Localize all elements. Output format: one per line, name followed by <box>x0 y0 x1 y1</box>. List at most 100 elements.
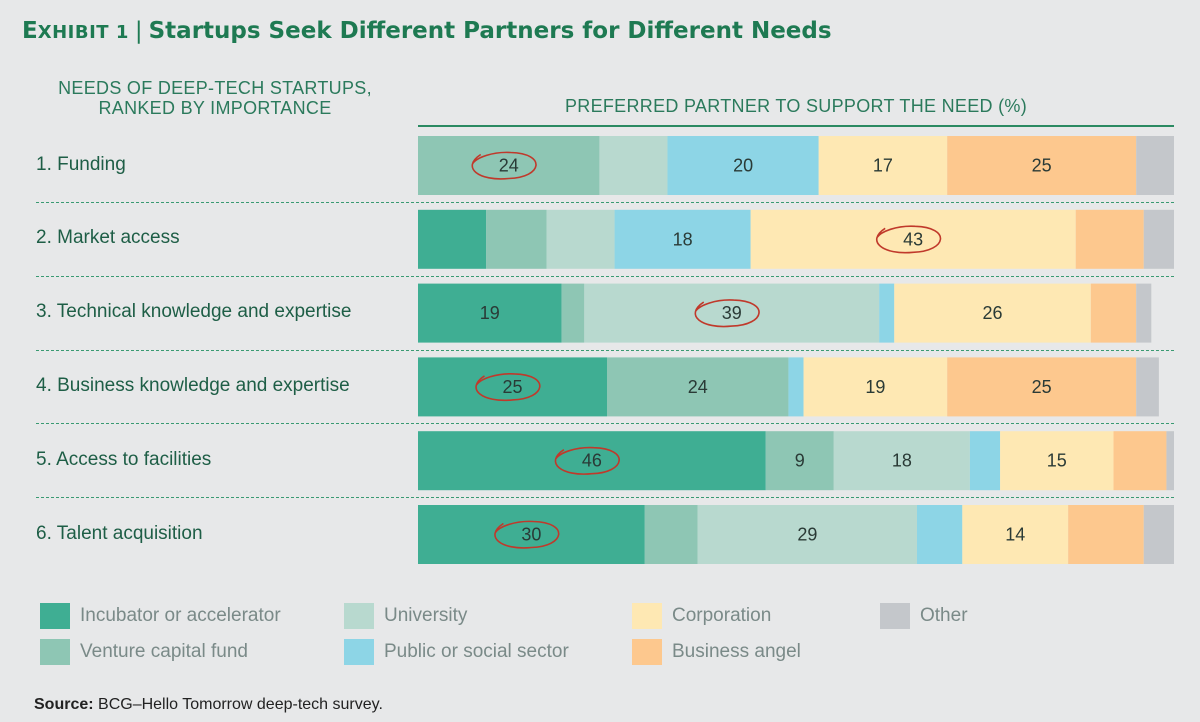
need-label: 3. Technical knowledge and expertise <box>36 301 352 323</box>
legend-swatch <box>632 639 662 665</box>
data-label: 39 <box>722 303 742 323</box>
data-label: 25 <box>1032 156 1052 176</box>
data-label: 20 <box>733 156 753 176</box>
bar-segment <box>947 357 1137 417</box>
data-label: 18 <box>673 229 693 249</box>
bar-segment <box>969 431 1001 491</box>
legend-swatch <box>40 639 70 665</box>
title-separator: | <box>134 18 143 44</box>
highlight-circle <box>876 225 942 254</box>
bar-segment <box>750 209 1076 269</box>
data-label: 30 <box>521 525 541 545</box>
bar-segment <box>916 505 963 564</box>
exhibit-number: XHIBIT 1 <box>37 22 129 43</box>
bar-segment <box>1136 283 1152 343</box>
data-label: 46 <box>582 451 602 471</box>
bar-segment <box>1068 505 1144 564</box>
needs-header: NEEDS OF DEEP-TECH STARTUPS, RANKED BY I… <box>30 78 400 118</box>
source-note: Source: BCG–Hello Tomorrow deep-tech sur… <box>34 696 383 714</box>
data-label: 43 <box>903 229 923 249</box>
bar-segment <box>962 505 1069 564</box>
data-label: 24 <box>499 156 519 176</box>
legend-item: Venture capital fund <box>40 639 248 665</box>
bar-segment <box>418 357 607 417</box>
legend-item: Public or social sector <box>344 639 569 665</box>
bar-segment <box>1113 431 1167 491</box>
legend-label: Business angel <box>672 641 801 662</box>
need-label: 4. Business knowledge and expertise <box>36 374 350 396</box>
bar-segment <box>879 283 895 343</box>
header-rule <box>418 125 1174 127</box>
bar-segment <box>486 209 547 269</box>
bar-segment <box>1136 136 1174 195</box>
highlight-circle <box>554 446 620 475</box>
bar-segment <box>667 136 819 195</box>
row-divider <box>36 497 1174 499</box>
stacked-bar-chart: 24 20 17 25 18 43 19 39 26 25 24 19 25 46 9 18 15 30 29 14 <box>418 136 1174 564</box>
row-divider <box>36 202 1174 203</box>
bar-segment <box>803 357 948 417</box>
data-label: 25 <box>1032 377 1052 397</box>
bar-segment <box>1166 431 1174 491</box>
legend-label: University <box>384 605 468 626</box>
row-divider <box>36 423 1174 425</box>
bar-segment <box>833 431 970 491</box>
bar-segment <box>418 136 600 195</box>
data-label: 19 <box>865 377 885 397</box>
bar-segment <box>1090 283 1137 343</box>
bar-segment <box>1000 431 1114 491</box>
bar-segment <box>894 283 1091 343</box>
legend-swatch <box>632 603 662 629</box>
bar-segment <box>1143 209 1174 269</box>
bar-segment <box>607 357 789 417</box>
source-label: Source: <box>34 696 94 713</box>
legend-label: Public or social sector <box>384 641 569 662</box>
bar-segment <box>546 209 615 269</box>
need-label: 5. Access to facilities <box>36 448 212 470</box>
legend-item: University <box>344 603 467 629</box>
need-label: 1. Funding <box>36 153 126 175</box>
bar-segment <box>418 283 562 343</box>
bar-segment <box>418 209 487 269</box>
data-label: 26 <box>983 303 1003 323</box>
data-label: 29 <box>797 525 817 545</box>
legend-swatch <box>880 603 910 629</box>
exhibit-prefix: E <box>22 18 38 44</box>
legend-item: Corporation <box>632 603 771 629</box>
bar-segment <box>418 505 645 564</box>
data-label: 18 <box>892 451 912 471</box>
bar-segment <box>1075 209 1144 269</box>
legend-swatch <box>344 639 374 665</box>
needs-header-line2: RANKED BY IMPORTANCE <box>98 98 332 118</box>
bar-segment <box>788 357 804 417</box>
bar-segment <box>614 209 751 269</box>
bar-segment <box>644 505 698 564</box>
highlight-circle <box>471 151 537 180</box>
data-label: 24 <box>688 377 708 397</box>
highlight-circle <box>494 520 560 549</box>
legend-label: Venture capital fund <box>80 641 248 662</box>
legend-item: Other <box>880 603 968 629</box>
needs-header-line1: NEEDS OF DEEP-TECH STARTUPS, <box>58 78 372 98</box>
legend-label: Corporation <box>672 605 772 626</box>
row-divider <box>36 349 1174 351</box>
data-label: 15 <box>1047 451 1067 471</box>
legend-item: Business angel <box>632 639 801 665</box>
data-label: 9 <box>795 451 805 471</box>
bar-segment <box>599 136 668 195</box>
legend-item: Incubator or accelerator <box>40 603 281 629</box>
title-text: Startups Seek Different Partners for Dif… <box>148 18 832 44</box>
source-text: BCG–Hello Tomorrow deep-tech survey. <box>98 696 383 713</box>
bar-segment <box>1143 505 1174 564</box>
data-label: 25 <box>502 377 522 397</box>
row-divider <box>36 275 1174 277</box>
bar-segment <box>418 431 766 491</box>
bar-segment <box>818 136 948 195</box>
data-label: 17 <box>873 156 893 176</box>
need-label: 6. Talent acquisition <box>36 522 203 544</box>
data-label: 19 <box>480 303 500 323</box>
chart-title: EXHIBIT 1 | Startups Seek Different Partne… <box>22 18 832 44</box>
legend-swatch <box>40 603 70 629</box>
partner-header: PREFERRED PARTNER TO SUPPORT THE NEED (%… <box>564 96 1028 116</box>
data-label: 14 <box>1005 525 1025 545</box>
